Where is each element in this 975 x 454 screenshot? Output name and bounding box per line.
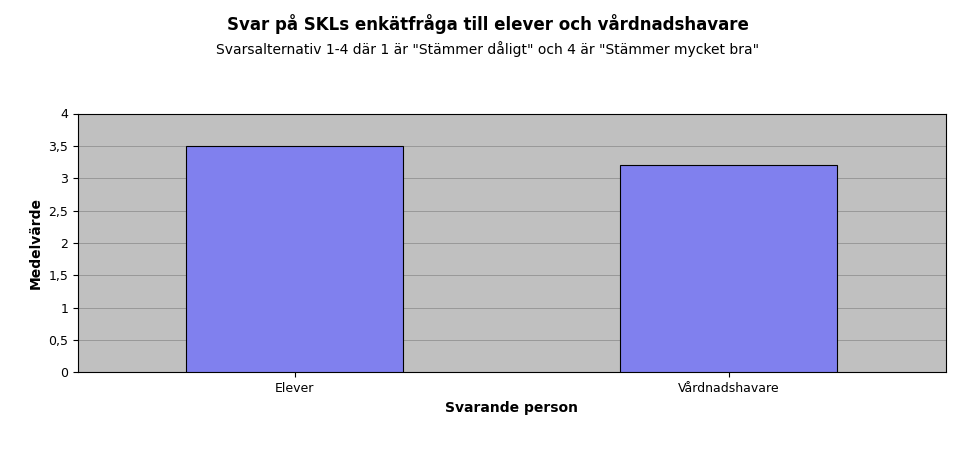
X-axis label: Svarande person: Svarande person — [446, 400, 578, 415]
Bar — [620, 165, 838, 372]
Y-axis label: Medelvärde: Medelvärde — [28, 197, 43, 289]
Text: Svarsalternativ 1-4 där 1 är "Stämmer dåligt" och 4 är "Stämmer mycket bra": Svarsalternativ 1-4 där 1 är "Stämmer då… — [215, 41, 760, 57]
Text: Svar på SKLs enkätfråga till elever och vårdnadshavare: Svar på SKLs enkätfråga till elever och … — [226, 14, 749, 34]
Bar — [186, 146, 404, 372]
